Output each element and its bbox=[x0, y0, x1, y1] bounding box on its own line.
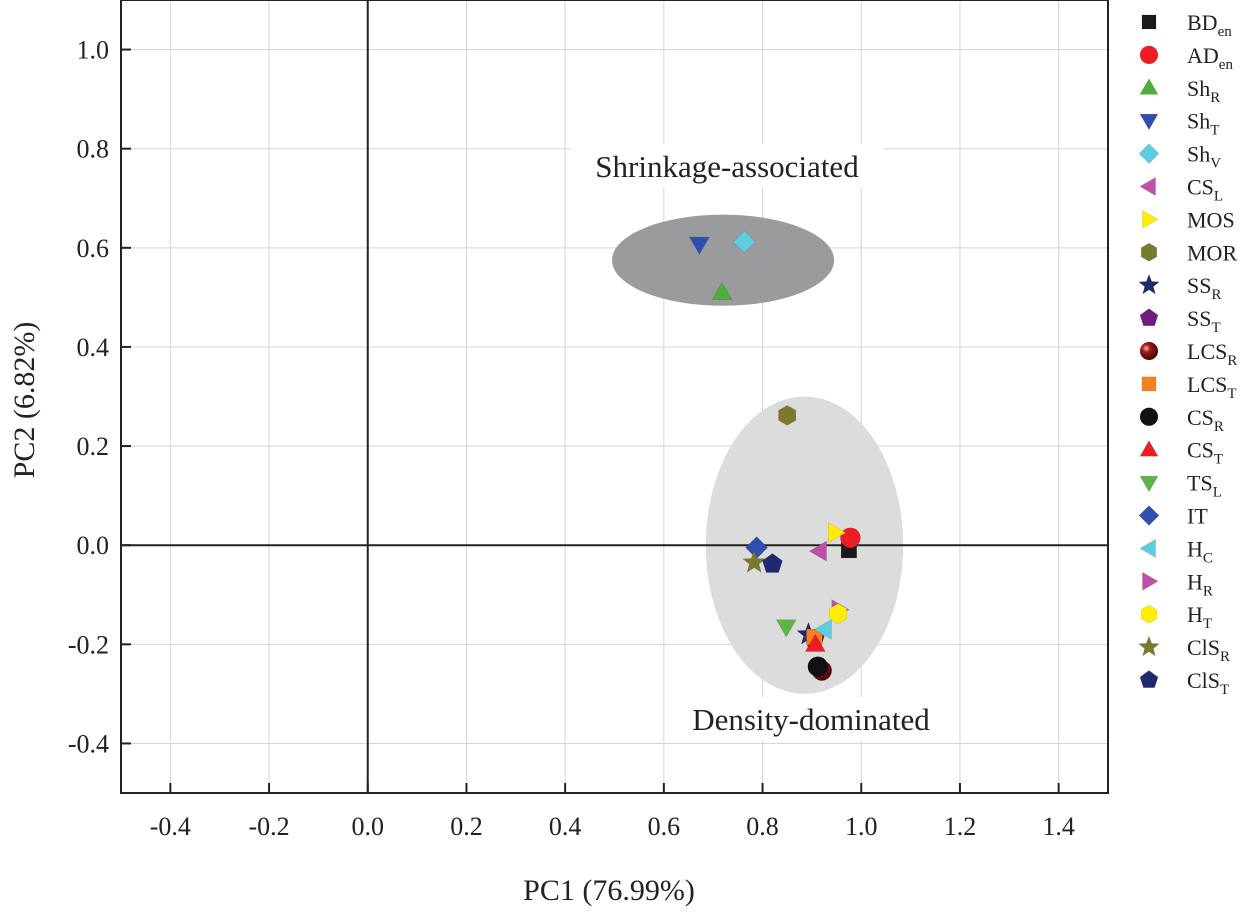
point-cls-r bbox=[741, 549, 767, 573]
x-tick-label: 0.6 bbox=[648, 812, 681, 841]
x-tick-label: -0.2 bbox=[248, 812, 289, 841]
point-cs-t bbox=[804, 633, 826, 652]
legend-marker-sh-t bbox=[1139, 113, 1159, 131]
cluster-label-bg bbox=[675, 697, 947, 741]
legend-label-it: IT bbox=[1187, 504, 1208, 529]
point-ts-l bbox=[775, 619, 797, 638]
y-tick-label: 0.6 bbox=[77, 234, 110, 263]
cluster-ellipse bbox=[612, 214, 835, 306]
point-sh-v bbox=[732, 230, 756, 254]
x-tick-label: 1.4 bbox=[1042, 812, 1075, 841]
point-sh-r bbox=[711, 281, 733, 300]
legend-label-cls-r: ClSR bbox=[1187, 635, 1230, 665]
legend-label-sh-t: ShT bbox=[1187, 109, 1219, 139]
legend-label-h-c: HC bbox=[1187, 536, 1213, 566]
legend-marker-sh-r bbox=[1139, 78, 1159, 95]
point-h-t bbox=[829, 603, 848, 624]
legend-marker-it bbox=[1138, 505, 1160, 526]
y-tick-label: 1.0 bbox=[77, 36, 110, 65]
legend-label-sh-v: ShV bbox=[1187, 142, 1221, 172]
legend-label-h-t: HT bbox=[1187, 602, 1212, 632]
y-axis-title: PC2 (6.82%) bbox=[8, 322, 41, 479]
cluster-labels: Shrinkage-associated Density-dominated bbox=[570, 144, 947, 741]
legend-label-mor: MOR bbox=[1187, 240, 1237, 265]
legend-marker-bd-en bbox=[1141, 14, 1157, 30]
legend-marker-h-c bbox=[1139, 538, 1156, 558]
grid bbox=[121, 0, 1108, 793]
cluster-label: Density-dominated bbox=[692, 702, 930, 737]
x-tick-label: 0.8 bbox=[746, 812, 779, 841]
legend-marker-lcs-r bbox=[1140, 342, 1158, 360]
legend-label-ts-l: TSL bbox=[1187, 471, 1222, 501]
legend-label-lcs-t: LCST bbox=[1187, 372, 1237, 402]
legend-label-lcs-r: LCSR bbox=[1187, 339, 1237, 369]
point-sh-t bbox=[688, 236, 710, 255]
point-cls-t bbox=[762, 553, 783, 573]
x-axis-title: PC1 (76.99%) bbox=[523, 874, 695, 907]
x-tick-label: 0.2 bbox=[450, 812, 483, 841]
axes bbox=[120, 0, 1109, 794]
legend-label-ss-r: SSR bbox=[1187, 273, 1222, 303]
legend-marker-ad-en bbox=[1139, 45, 1159, 65]
legend-marker-mos bbox=[1142, 209, 1159, 229]
legend-label-sh-r: ShR bbox=[1187, 76, 1220, 106]
y-tick-label: 0.2 bbox=[77, 432, 110, 461]
x-tick-label: 1.2 bbox=[944, 812, 977, 841]
x-tick-label: 0.4 bbox=[549, 812, 582, 841]
y-tick-label: 0.4 bbox=[77, 333, 110, 362]
plot-frame bbox=[120, 0, 1109, 794]
point-cs-r bbox=[807, 656, 829, 677]
y-tick-label: -0.4 bbox=[68, 729, 109, 758]
legend-marker-h-r bbox=[1142, 571, 1159, 591]
legend-label-bd-en: BDen bbox=[1187, 10, 1232, 40]
point-mos bbox=[828, 522, 847, 544]
legend-marker-lcs-t bbox=[1141, 376, 1157, 392]
legend-marker-ss-r bbox=[1137, 273, 1161, 295]
point-ad-en bbox=[840, 527, 861, 549]
legend-marker-cs-t bbox=[1139, 440, 1159, 457]
legend-label-mos: MOS bbox=[1187, 207, 1235, 232]
y-tick-label: 0.8 bbox=[77, 135, 110, 164]
legend-marker-sh-v bbox=[1138, 143, 1160, 164]
x-tick-label: 0.0 bbox=[352, 812, 385, 841]
cluster-ellipses bbox=[612, 214, 904, 694]
point-mor bbox=[778, 404, 797, 426]
y-tick-label: 0.0 bbox=[77, 531, 110, 560]
cluster-label: Shrinkage-associated bbox=[595, 149, 859, 184]
legend-label-cs-r: CSR bbox=[1187, 405, 1224, 435]
x-tick-label: 1.0 bbox=[845, 812, 878, 841]
legend-label-ss-t: SST bbox=[1187, 306, 1221, 336]
legend-marker-ts-l bbox=[1139, 475, 1159, 493]
point-cs-l bbox=[808, 540, 827, 562]
legend-marker-h-t bbox=[1140, 604, 1158, 624]
x-tick-label: -0.4 bbox=[150, 812, 191, 841]
legend-label-cs-t: CST bbox=[1187, 438, 1223, 468]
legend-marker-cls-t bbox=[1139, 670, 1159, 688]
legend-label-cs-l: CSL bbox=[1187, 175, 1223, 205]
tick-labels: -0.4 -0.2 0.0 0.2 0.4 0.6 0.8 1.0 1.2 1.4 -0.4 -0.2… bbox=[68, 36, 1075, 841]
legend-label-h-r: HR bbox=[1187, 569, 1213, 599]
point-h-c bbox=[813, 618, 832, 640]
cluster-label-bg bbox=[570, 144, 884, 188]
legend-label-ad-en: ADen bbox=[1187, 43, 1233, 73]
legend-marker-cs-r bbox=[1139, 407, 1159, 427]
legend-marker-mor bbox=[1140, 242, 1158, 262]
y-tick-label: -0.2 bbox=[68, 630, 109, 659]
legend-marker-cs-l bbox=[1139, 177, 1156, 196]
legend-marker-ss-t bbox=[1139, 308, 1159, 327]
legend-label-cls-t: ClST bbox=[1187, 668, 1229, 698]
legend-marker-cls-r bbox=[1137, 635, 1161, 657]
data-points bbox=[688, 230, 861, 681]
point-it bbox=[745, 536, 769, 560]
